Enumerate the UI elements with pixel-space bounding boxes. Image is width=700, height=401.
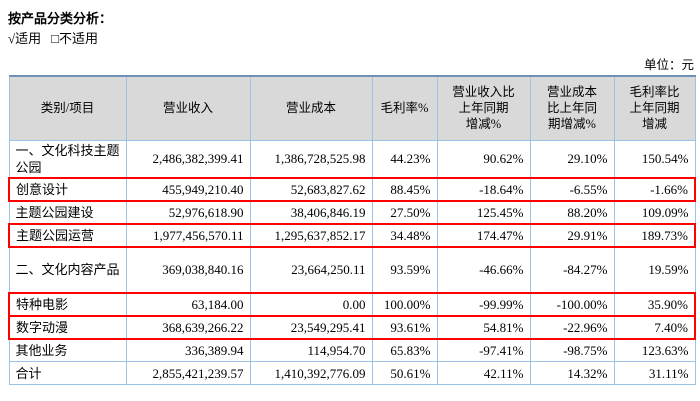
value-cell: 93.59% [371,246,438,293]
value-cell: 38,406,846.19 [249,200,373,224]
value-cell: 42.11% [436,361,531,385]
value-cell: 123.63% [613,338,696,362]
value-cell: 93.61% [371,314,438,340]
value-cell: -97.41% [436,338,531,362]
value-cell: 54.81% [436,314,531,340]
value-cell: 336,389.94 [125,338,251,362]
value-cell: 150.54% [613,139,696,178]
table-row: 主题公园建设 52,976,618.90 38,406,846.19 27.50% 12… [8,200,696,224]
value-cell: 14.32% [529,361,615,385]
table-row-highlighted: 特种电影 63,184.00 0.00 100.00% -99.99% -100.00% 3… [8,291,696,317]
value-cell: 2,855,421,239.57 [125,361,251,385]
table-body: 一、文化科技主题公园 2,486,382,399.41 1,386,728,525.… [8,139,696,385]
value-cell: 189.73% [613,222,696,248]
header-cell: 类别/项目 [8,75,127,141]
category-cell: 主题公园运营 [8,222,127,248]
value-cell: 1,295,637,852.17 [249,222,373,248]
unit-label: 单位：元 [643,58,694,72]
value-cell: 100.00% [371,291,438,317]
header-cell: 营业收入比 上年同期 增减% [436,75,531,141]
value-cell: 2,486,382,399.41 [125,139,251,178]
value-cell: 52,976,618.90 [125,200,251,224]
report-page: 按产品分类分析： √适用 □不适用 单位：元 类别/项目 营业收入 营业成本 毛利率% 营… [8,11,696,385]
header-cell: 毛利率% [371,75,438,141]
product-category-table: 类别/项目 营业收入 营业成本 毛利率% 营业收入比 上年同期 增减% 营业成本 比上年同… [8,75,696,385]
table-row: 其他业务 336,389.94 114,954.70 65.83% -97.41% -98… [8,338,696,362]
value-cell: 34.48% [371,222,438,248]
applicable-checked-option: √适用 [8,31,42,46]
value-cell: 88.20% [529,200,615,224]
category-cell: 其他业务 [8,338,127,362]
category-cell: 二、文化内容产品 [8,246,127,293]
value-cell: 31.11% [613,361,696,385]
category-cell: 一、文化科技主题公园 [8,139,127,178]
table-row-highlighted: 数字动漫 368,639,266.22 23,549,295.41 93.61% 54.… [8,314,696,340]
value-cell: -22.96% [529,314,615,340]
table-header: 类别/项目 营业收入 营业成本 毛利率% 营业收入比 上年同期 增减% 营业成本 比上年同… [8,75,696,141]
value-cell: 1,977,456,570.11 [125,222,251,248]
header-cell: 营业成本 比上年同 期增减% [529,75,615,141]
value-cell: -46.66% [436,246,531,293]
value-cell: -84.27% [529,246,615,293]
value-cell: 65.83% [371,338,438,362]
value-cell: 455,949,210.40 [125,176,251,202]
value-cell: 88.45% [371,176,438,202]
table-row-highlighted: 创意设计 455,949,210.40 52,683,827.62 88.45% -18… [8,176,696,202]
value-cell: -1.66% [613,176,696,202]
value-cell: 109.09% [613,200,696,224]
header-cell: 营业成本 [249,75,373,141]
table-row-highlighted: 主题公园运营 1,977,456,570.11 1,295,637,852.17 34… [8,222,696,248]
value-cell: 0.00 [249,291,373,317]
value-cell: 23,664,250.11 [249,246,373,293]
value-cell: -6.55% [529,176,615,202]
value-cell: 1,410,392,776.09 [249,361,373,385]
category-cell: 数字动漫 [8,314,127,340]
value-cell: 35.90% [613,291,696,317]
category-cell: 创意设计 [8,176,127,202]
category-cell: 合计 [8,361,127,385]
value-cell: -100.00% [529,291,615,317]
value-cell: 369,038,840.16 [125,246,251,293]
value-cell: 125.45% [436,200,531,224]
value-cell: 19.59% [613,246,696,293]
section-title: 按产品分类分析： [8,11,113,26]
applicability-line: √适用 □不适用 [8,29,694,48]
not-applicable-option: □不适用 [51,31,98,46]
table-row: 合计 2,855,421,239.57 1,410,392,776.09 50.61%… [8,361,696,385]
value-cell: -99.99% [436,291,531,317]
value-cell: 29.91% [529,222,615,248]
header-cell: 营业收入 [125,75,251,141]
value-cell: 52,683,827.62 [249,176,373,202]
value-cell: 44.23% [371,139,438,178]
category-cell: 特种电影 [8,291,127,317]
value-cell: 27.50% [371,200,438,224]
value-cell: 174.47% [436,222,531,248]
value-cell: 63,184.00 [125,291,251,317]
table-row: 二、文化内容产品 369,038,840.16 23,664,250.11 93.59… [8,246,696,293]
value-cell: -98.75% [529,338,615,362]
value-cell: 368,639,266.22 [125,314,251,340]
header-cell: 毛利率比 上年同期 增减 [613,75,696,141]
table-header-row: 类别/项目 营业收入 营业成本 毛利率% 营业收入比 上年同期 增减% 营业成本 比上年同… [8,75,696,141]
value-cell: 23,549,295.41 [249,314,373,340]
category-cell: 主题公园建设 [8,200,127,224]
value-cell: 7.40% [613,314,696,340]
value-cell: 114,954.70 [249,338,373,362]
value-cell: 50.61% [371,361,438,385]
table-row: 一、文化科技主题公园 2,486,382,399.41 1,386,728,525.… [8,139,696,178]
value-cell: 1,386,728,525.98 [249,139,373,178]
value-cell: 90.62% [436,139,531,178]
value-cell: 29.10% [529,139,615,178]
value-cell: -18.64% [436,176,531,202]
